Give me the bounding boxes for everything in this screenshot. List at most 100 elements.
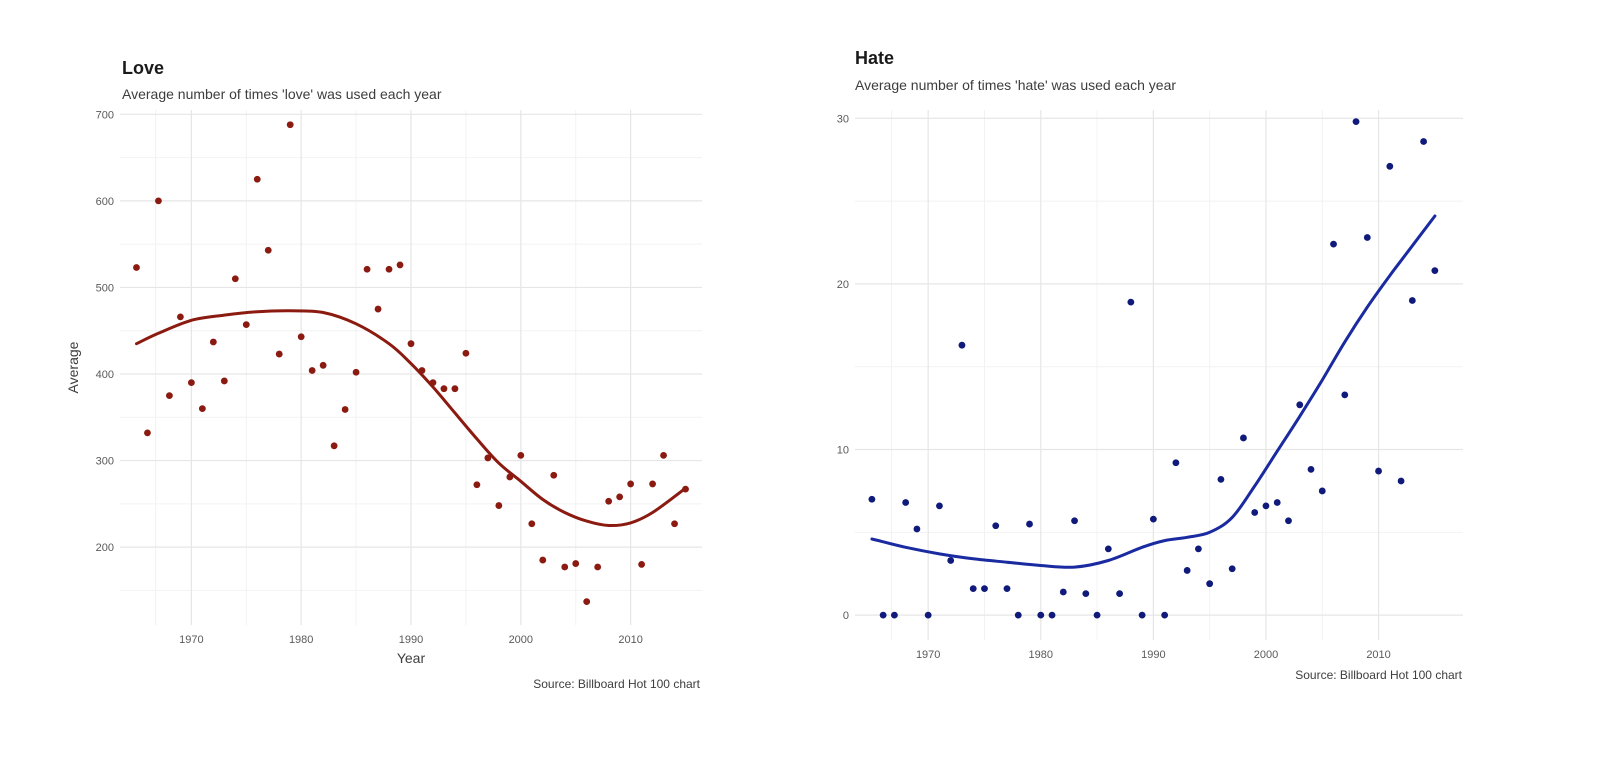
love-data-point	[638, 561, 646, 568]
hate-chart-subtitle: Average number of times 'hate' was used …	[855, 77, 1177, 93]
love-chart-caption: Source: Billboard Hot 100 chart	[533, 677, 700, 691]
hate-y-tick-label: 0	[843, 610, 849, 622]
love-y-tick-label: 700	[96, 109, 114, 121]
love-data-point	[133, 264, 140, 271]
love-data-point	[187, 379, 195, 387]
love-data-point	[473, 481, 481, 489]
hate-data-point	[1285, 517, 1292, 525]
hate-data-point	[924, 611, 932, 619]
love-data-point	[363, 265, 371, 273]
love-x-tick-label: 1980	[289, 634, 313, 646]
love-data-point	[220, 377, 228, 385]
hate-data-point	[1127, 298, 1135, 306]
love-data-point	[319, 361, 327, 369]
love-data-point	[462, 349, 470, 357]
hate-data-point	[1116, 590, 1123, 598]
hate-trend-line	[870, 214, 1437, 569]
hate-data-point	[1217, 475, 1225, 483]
love-data-point	[275, 350, 283, 358]
hate-y-tick-label: 10	[837, 445, 849, 457]
love-data-point	[440, 385, 448, 393]
hate-x-tick-label: 1990	[1141, 649, 1165, 661]
hate-chart-panel: Hate Average number of times 'hate' was …	[800, 0, 1600, 769]
hate-data-point	[1431, 267, 1439, 275]
hate-chart-plot: 1970 1980 1990 2000 2010 0 10 20 30	[837, 110, 1463, 661]
love-data-point	[297, 333, 305, 341]
love-data-point	[374, 305, 382, 313]
hate-data-point	[1420, 138, 1427, 145]
hate-data-point	[969, 585, 977, 593]
love-data-point	[495, 502, 503, 509]
hate-data-point	[1048, 611, 1056, 619]
love-y-tick-label: 600	[96, 196, 114, 208]
love-data-point	[660, 451, 667, 459]
hate-data-point	[1082, 590, 1090, 598]
hate-data-point	[1318, 487, 1326, 495]
love-data-point	[144, 429, 151, 437]
love-data-point	[418, 367, 426, 374]
love-data-point	[616, 493, 624, 501]
love-data-point	[517, 451, 525, 459]
hate-data-point	[1003, 585, 1011, 593]
hate-data-point	[1397, 477, 1405, 485]
love-data-point	[605, 497, 613, 505]
love-data-point	[671, 520, 678, 528]
hate-data-point	[1352, 118, 1360, 125]
hate-data-point	[1228, 565, 1236, 573]
love-data-point	[166, 392, 173, 400]
love-x-tick-label: 2010	[618, 634, 642, 646]
hate-data-point	[1375, 467, 1382, 475]
hate-data-point	[868, 495, 876, 503]
love-data-point	[198, 405, 206, 413]
hate-data-point	[1071, 517, 1078, 525]
hate-x-tick-label: 2010	[1366, 649, 1390, 661]
love-data-point	[385, 265, 393, 273]
hate-data-point	[1037, 611, 1045, 619]
love-data-point	[649, 480, 656, 488]
love-data-point	[682, 485, 689, 493]
hate-data-point	[879, 611, 887, 619]
hate-chart-caption: Source: Billboard Hot 100 chart	[1295, 668, 1462, 682]
hate-data-point	[1273, 499, 1281, 506]
hate-chart-title: Hate	[855, 48, 895, 68]
love-y-tick-label: 500	[96, 282, 114, 294]
love-data-point	[528, 520, 536, 528]
hate-data-point	[1240, 434, 1247, 442]
love-data-point	[572, 560, 580, 567]
hate-data-point	[913, 525, 921, 533]
love-y-tick-label: 400	[96, 369, 114, 381]
love-x-tick-label: 1990	[399, 634, 423, 646]
love-data-point	[550, 471, 558, 479]
hate-data-point	[1296, 401, 1304, 409]
love-data-point	[396, 261, 404, 269]
love-data-point	[341, 406, 349, 413]
hate-data-point	[958, 341, 966, 349]
hate-data-point	[936, 502, 943, 510]
love-x-tick-label: 1970	[179, 634, 203, 646]
love-data-point	[506, 473, 514, 481]
love-chart-plot: 1970 1980 1990 2000 2010 200 300 400 500 600 700 Ye…	[65, 109, 702, 666]
hate-y-tick-label: 30	[837, 113, 849, 125]
hate-data-point	[1059, 588, 1067, 596]
hate-data-point	[1093, 611, 1101, 619]
love-data-point	[539, 556, 547, 564]
hate-data-point	[1363, 234, 1371, 241]
hate-data-point	[1014, 611, 1022, 619]
hate-data-point	[992, 522, 1000, 530]
love-data-point	[286, 121, 294, 129]
love-y-axis-title: Average	[65, 341, 81, 393]
love-data-point	[264, 246, 272, 254]
love-data-point	[429, 379, 437, 387]
love-data-point	[451, 385, 459, 393]
hate-data-point	[1104, 545, 1112, 553]
love-data-point	[253, 175, 261, 183]
love-trend-line	[135, 309, 687, 528]
love-data-point	[330, 442, 338, 450]
hate-data-point	[1026, 520, 1033, 528]
hate-data-point	[1183, 567, 1191, 574]
love-data-point	[242, 321, 250, 329]
love-x-axis-title: Year	[397, 650, 426, 666]
hate-data-point	[1307, 466, 1315, 473]
love-data-point	[627, 480, 635, 488]
love-chart-subtitle: Average number of times 'love' was used …	[122, 86, 442, 102]
